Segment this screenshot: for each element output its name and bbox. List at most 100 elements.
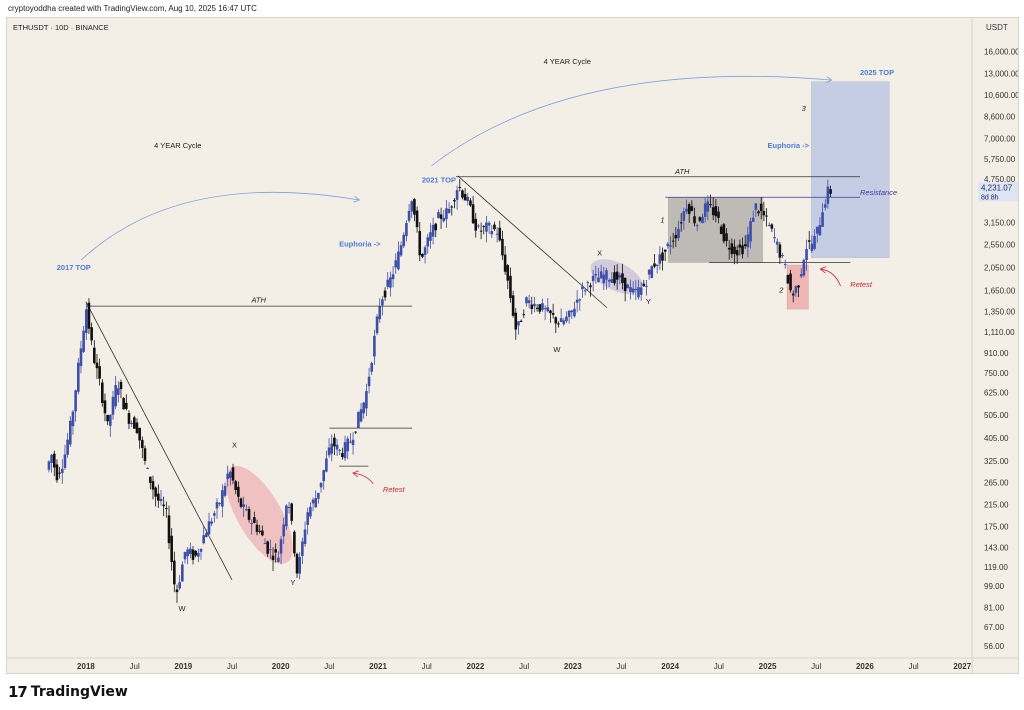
candle-body (767, 225, 771, 227)
price-tick-label: 7,000.00 (984, 134, 1016, 143)
candle-body (191, 549, 195, 560)
price-tick-label: 16,000.00 (984, 47, 1018, 56)
chart-annotation: Y (290, 578, 295, 587)
candle-body (79, 348, 83, 367)
price-tick-label: 13,000.00 (984, 69, 1018, 78)
candle-body (810, 243, 814, 251)
candle-body (565, 316, 568, 322)
candle-body (365, 390, 368, 409)
candle-body (786, 275, 790, 284)
candle-body (815, 226, 819, 234)
candle-body (327, 447, 331, 456)
candle-body (322, 470, 326, 482)
chart-annotation: 2021 TOP (422, 176, 456, 185)
candle-body (781, 255, 784, 257)
candle-body (567, 310, 571, 317)
candle-body (549, 310, 552, 314)
candle-body (141, 439, 144, 448)
price-tick-label: 1,110.00 (984, 328, 1015, 337)
candle-body (52, 453, 56, 468)
candle-body (511, 295, 515, 316)
candle-body (151, 481, 155, 490)
candle-body (399, 245, 403, 256)
candle-body (498, 227, 502, 241)
candle-body (229, 471, 232, 478)
candle-body (597, 277, 600, 283)
candle-body (474, 218, 478, 231)
candle-body (743, 244, 747, 247)
candle-body (626, 284, 630, 289)
candle-body (759, 203, 763, 212)
chart-annotation: 4 YEAR Cycle (154, 141, 201, 150)
candle-body (263, 543, 267, 545)
chart-annotation: W (553, 345, 561, 354)
candle-body (461, 190, 464, 198)
candle-body (773, 237, 776, 239)
candle-body (71, 411, 75, 427)
candle-body (591, 275, 595, 282)
candle-body (661, 252, 664, 261)
candle-body (823, 204, 827, 208)
candle-body (282, 524, 285, 537)
candle-body (207, 521, 211, 535)
candle-body (509, 275, 512, 299)
price-chart-svg[interactable]: 16,000.00 13,000.00 10,600.00 8,600.00 7,000… (7, 18, 1018, 673)
candle-body (253, 517, 256, 523)
candle-body (650, 266, 654, 278)
candle-body (671, 240, 675, 242)
candle-body (146, 467, 149, 469)
price-tick-label: 325.00 (984, 457, 1009, 466)
candle-body (615, 271, 619, 280)
candle-body (87, 302, 91, 329)
candle-body (95, 362, 99, 369)
candle-body (826, 186, 830, 204)
candle-body (530, 304, 534, 309)
candle-body (63, 454, 67, 468)
candle-body (829, 189, 832, 194)
candle-body (490, 231, 494, 235)
tradingview-logo-text: TradingView (30, 684, 128, 700)
candle-body (698, 217, 702, 221)
candle-body (367, 376, 371, 387)
candle-body (138, 427, 141, 441)
candle-body (349, 441, 352, 443)
candle-body (258, 530, 261, 532)
candle-body (343, 442, 347, 459)
candle-body (581, 286, 584, 290)
candle-body (514, 312, 518, 330)
candle-body (103, 400, 107, 414)
candle-body (415, 210, 419, 228)
candle-body (727, 247, 731, 250)
candle-body (807, 240, 811, 242)
tradingview-logo: 17 TradingView (8, 683, 128, 701)
candle-body (279, 539, 283, 554)
time-tick-label: 2020 (272, 662, 290, 671)
candle-body (402, 234, 406, 247)
candle-body (477, 225, 480, 227)
candle-body (575, 299, 579, 303)
candle-body (325, 458, 328, 472)
chart-annotation: 1 (660, 215, 664, 224)
candle-body (82, 330, 85, 352)
candle-body (330, 443, 334, 454)
candle-body (245, 509, 248, 511)
candle-body (391, 274, 395, 280)
candle-body (269, 549, 272, 551)
chart-panel[interactable]: 16,000.00 13,000.00 10,600.00 8,600.00 7,000… (6, 17, 1019, 674)
candle-body (100, 382, 104, 403)
candle-body (397, 251, 400, 270)
candle-body (783, 264, 787, 266)
candle-body (487, 222, 491, 226)
candle-body (311, 499, 315, 504)
candle-body (92, 347, 96, 364)
time-tick-label: 2027 (953, 662, 971, 671)
candle-body (333, 437, 336, 447)
candle-body (495, 233, 499, 235)
candle-body (658, 254, 662, 264)
candle-body (709, 204, 712, 206)
candle-body (482, 226, 486, 228)
candle-body (117, 388, 120, 395)
candle-body (450, 206, 454, 208)
candle-body (114, 385, 117, 407)
time-tick-label: Jul (130, 662, 140, 671)
